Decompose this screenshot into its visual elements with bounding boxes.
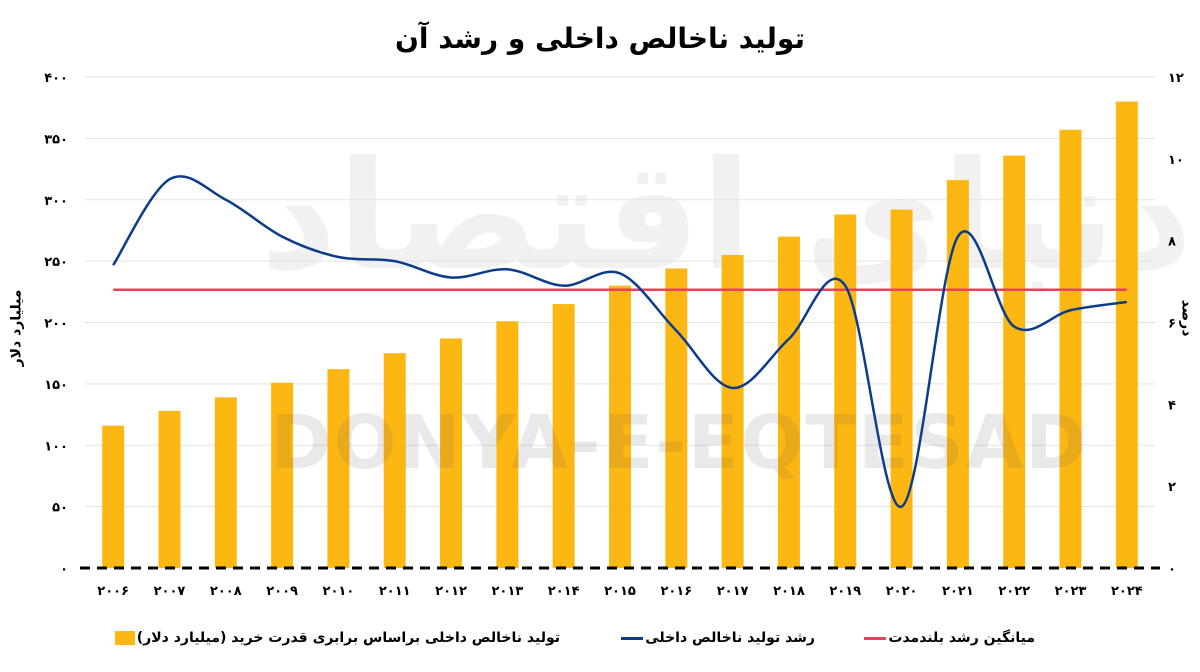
x-tick-label: ۲۰۱۶ <box>660 584 692 599</box>
x-tick-label: ۲۰۲۱ <box>942 584 974 599</box>
x-tick-label: ۲۰۰۸ <box>210 584 242 599</box>
x-tick-label: ۲۰۰۷ <box>154 584 186 599</box>
bar <box>890 209 913 568</box>
gdp-growth-line <box>112 175 1128 508</box>
y-tick-left: ۳۵۰ <box>44 132 68 147</box>
bar <box>271 382 294 568</box>
y-tick-right: ۶ <box>1168 317 1176 332</box>
bar <box>496 321 519 568</box>
y-tick-right: ۱۰ <box>1168 153 1184 168</box>
bar <box>1003 155 1026 568</box>
y-tick-right: ۰ <box>1168 562 1176 577</box>
legend-item-gdp-growth: رشد تولید ناخالص داخلی <box>621 630 815 646</box>
bar <box>665 268 688 568</box>
y-tick-left: ۴۰۰ <box>44 71 68 86</box>
bar <box>552 304 575 568</box>
x-tick-label: ۲۰۱۸ <box>773 584 805 599</box>
x-tick-label: ۲۰۱۳ <box>491 584 523 599</box>
y-tick-right: ۸ <box>1168 235 1176 250</box>
x-tick-label: ۲۰۱۵ <box>604 584 636 599</box>
legend-swatch <box>621 636 644 640</box>
bar <box>158 410 181 568</box>
x-tick-label: ۲۰۱۴ <box>548 584 580 599</box>
bar <box>721 254 744 569</box>
y-tick-left: ۱۵۰ <box>44 378 68 393</box>
bar <box>946 180 969 569</box>
x-tick-label: ۲۰۱۲ <box>435 584 467 599</box>
bar <box>1059 129 1082 568</box>
legend-swatch <box>864 636 887 640</box>
legend-item-average-growth: میانگین رشد بلندمدت <box>864 630 1035 646</box>
legend-swatch <box>114 631 135 645</box>
legend-label: رشد تولید ناخالص داخلی <box>645 630 815 646</box>
x-tick-label: ۲۰۱۹ <box>829 584 861 599</box>
x-tick-label: ۲۰۱۱ <box>379 584 411 599</box>
bar <box>214 397 237 568</box>
y-tick-left: ۳۰۰ <box>44 194 68 209</box>
y-tick-left: ۲۵۰ <box>44 255 68 270</box>
y-tick-left: ۲۰۰ <box>44 317 68 332</box>
x-tick-label: ۲۰۱۷ <box>717 584 749 599</box>
y-tick-right: ۲ <box>1168 480 1176 495</box>
bar <box>440 338 463 568</box>
bar <box>609 285 631 568</box>
y-tick-left: ۵۰ <box>52 501 68 516</box>
x-tick-label: ۲۰۲۲ <box>998 584 1030 599</box>
bar <box>102 425 125 568</box>
legend-label: تولید ناخالص داخلی براساس برابری قدرت خر… <box>136 630 560 646</box>
bar <box>777 236 800 568</box>
bar <box>327 369 350 568</box>
x-tick-label: ۲۰۲۰ <box>886 584 918 599</box>
y-tick-right: ۱۲ <box>1168 71 1184 86</box>
y-tick-left: ۱۰۰ <box>44 439 68 454</box>
x-tick-label: ۲۰۲۴ <box>1111 584 1143 599</box>
legend-item-gdp-ppp: تولید ناخالص داخلی براساس برابری قدرت خر… <box>114 630 560 646</box>
x-tick-label: ۲۰۱۰ <box>323 584 355 599</box>
bar <box>1115 101 1138 569</box>
legend: میانگین رشد بلندمدت رشد تولید ناخالص داخ… <box>0 630 1200 654</box>
bar <box>383 353 406 568</box>
y-tick-right: ۴ <box>1168 398 1176 413</box>
x-tick-label: ۲۰۰۹ <box>266 584 298 599</box>
chart-title: تولید ناخالص داخلی و رشد آن <box>395 22 805 55</box>
bar <box>834 214 857 569</box>
x-tick-label: ۲۰۲۳ <box>1055 584 1087 599</box>
x-tick-label: ۲۰۰۶ <box>97 584 129 599</box>
y-tick-left: ۰ <box>60 562 68 577</box>
legend-label: میانگین رشد بلندمدت <box>888 630 1035 646</box>
